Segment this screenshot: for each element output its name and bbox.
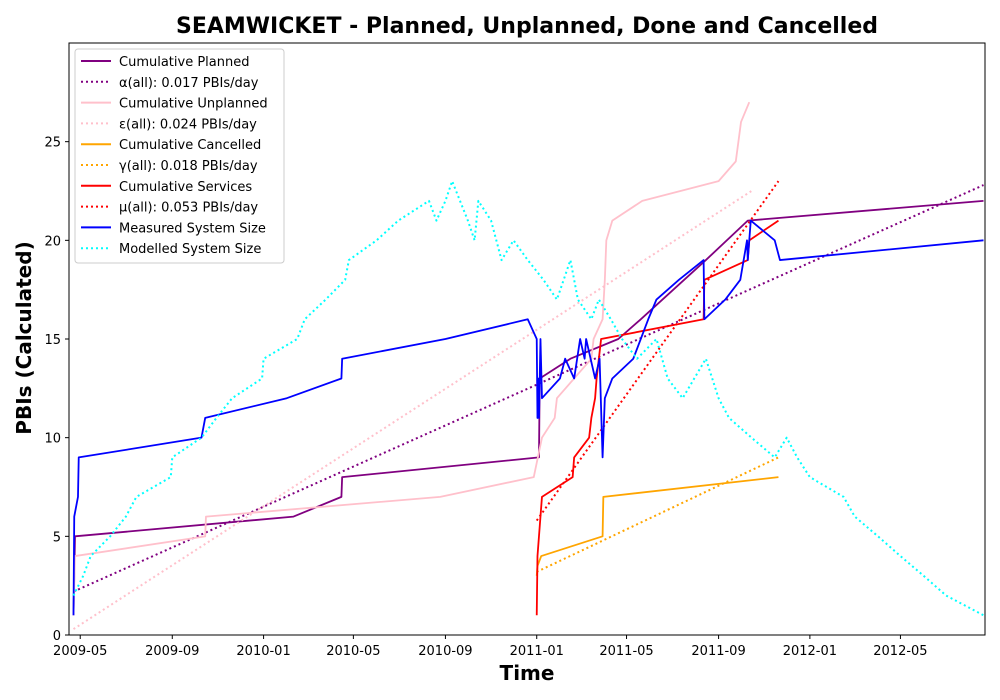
x-tick-label: 2009-05: [53, 644, 107, 659]
y-tick-label: 10: [44, 432, 61, 447]
x-tick-label: 2011-09: [691, 644, 745, 659]
y-tick-label: 5: [53, 530, 61, 545]
x-tick-label: 2011-05: [599, 644, 653, 659]
legend-entry: γ(all): 0.018 PBIs/day: [119, 159, 258, 174]
legend-entry: Measured System Size: [119, 221, 266, 236]
y-tick-label: 15: [44, 333, 61, 348]
y-tick-label: 0: [53, 629, 61, 644]
y-axis-label: PBIs (Calculated): [12, 241, 36, 434]
series-line-all-0-017-pbis-day: [73, 184, 984, 593]
series-line-modelled-system-size: [72, 180, 984, 617]
legend-box: [74, 48, 285, 264]
chart-title: SEAMWICKET - Planned, Unplanned, Done an…: [176, 14, 878, 39]
x-tick-label: 2012-05: [873, 644, 927, 659]
series-line-measured-system-size: [72, 219, 984, 616]
legend-entry: Modelled System Size: [119, 242, 261, 257]
y-tick-label: 25: [44, 136, 61, 151]
plot-area: [72, 101, 984, 630]
x-tick-label: 2010-01: [236, 644, 290, 659]
legend-entry: Cumulative Services: [119, 180, 252, 195]
series-group: [72, 101, 984, 630]
x-tick-label: 2009-09: [145, 644, 199, 659]
x-tick-label: 2010-09: [418, 644, 472, 659]
legend-entry: α(all): 0.017 PBIs/day: [119, 76, 259, 91]
legend-entry: ε(all): 0.024 PBIs/day: [119, 117, 257, 132]
series-line-cumulative-services: [535, 219, 779, 616]
x-tick-label: 2011-01: [510, 644, 564, 659]
legend-entry: Cumulative Unplanned: [119, 97, 268, 112]
legend-entry: μ(all): 0.053 PBIs/day: [119, 201, 258, 216]
legend-entry: Cumulative Planned: [119, 55, 249, 70]
x-tick-label: 2012-01: [783, 644, 837, 659]
legend: Cumulative Planned α(all): 0.017 PBIs/day…: [74, 48, 285, 264]
axes: 2009-05 2009-09 2010-01 2010-05 2010-09 2011-…: [44, 42, 986, 659]
series-line-cumulative-cancelled: [535, 476, 779, 576]
x-axis-label: Time: [500, 661, 555, 685]
x-tick-label: 2010-05: [326, 644, 380, 659]
legend-entry: Cumulative Cancelled: [119, 138, 261, 153]
y-tick-label: 20: [44, 234, 61, 249]
